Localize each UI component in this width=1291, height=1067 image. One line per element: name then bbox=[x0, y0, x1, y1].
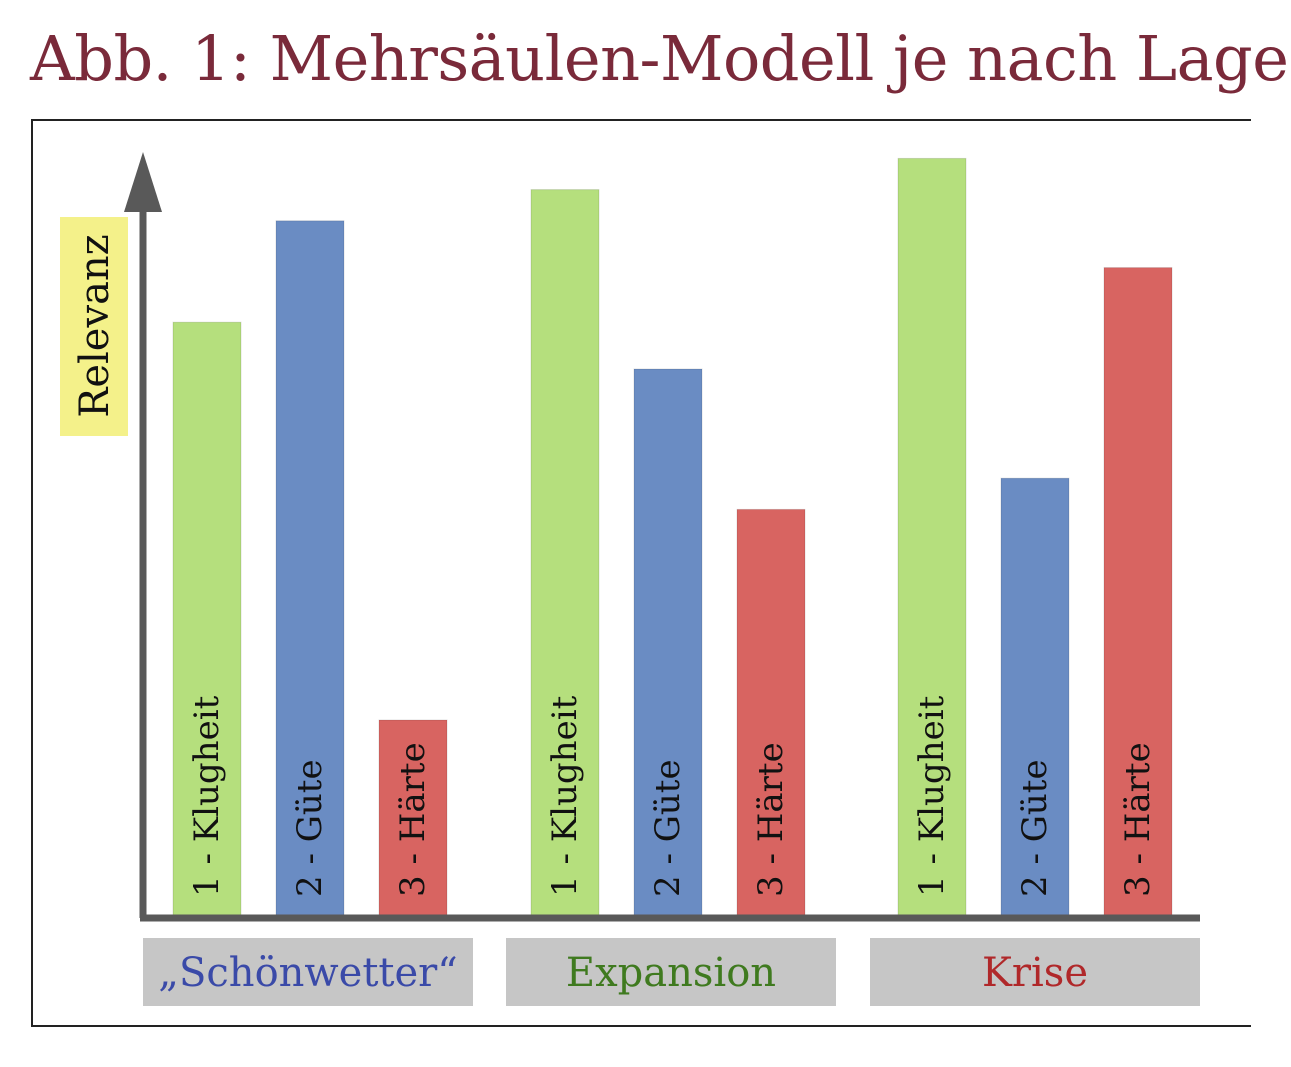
category-label-3: Krise bbox=[982, 950, 1088, 996]
category-box-1 bbox=[143, 938, 473, 1006]
y-axis-arrow-icon bbox=[124, 152, 162, 212]
bar-3-3 bbox=[1103, 267, 1173, 916]
category-box-3 bbox=[870, 938, 1200, 1006]
y-label-box bbox=[60, 217, 128, 436]
bar-3-2 bbox=[1000, 477, 1070, 916]
bar-label-2-3: 3 - Härte bbox=[751, 742, 791, 897]
bar-2-3 bbox=[736, 508, 806, 916]
y-axis-label: Relevanz bbox=[72, 234, 118, 418]
bar-3-1 bbox=[897, 157, 967, 916]
bar-label-2-2: 2 - Güte bbox=[648, 759, 688, 897]
bar-1-2 bbox=[275, 220, 345, 916]
bar-label-1-2: 2 - Güte bbox=[290, 759, 330, 897]
bar-2-2 bbox=[633, 368, 703, 916]
category-label-1: „Schönwetter“ bbox=[158, 950, 457, 996]
bar-label-1-1: 1 - Klugheit bbox=[187, 695, 227, 897]
bar-label-2-1: 1 - Klugheit bbox=[545, 695, 585, 897]
category-box-2 bbox=[506, 938, 836, 1006]
bar-label-3-2: 2 - Güte bbox=[1015, 759, 1055, 897]
bar-label-1-3: 3 - Härte bbox=[393, 742, 433, 897]
bar-label-3-3: 3 - Härte bbox=[1118, 742, 1158, 897]
bar-1-1 bbox=[172, 321, 242, 916]
chart-title: Abb. 1: Mehrsäulen-Modell je nach Lage bbox=[30, 22, 1289, 95]
chart-frame bbox=[31, 119, 1251, 1027]
bar-1-3 bbox=[378, 719, 448, 916]
bar-label-3-1: 1 - Klugheit bbox=[912, 695, 952, 897]
category-label-2: Expansion bbox=[566, 950, 776, 996]
